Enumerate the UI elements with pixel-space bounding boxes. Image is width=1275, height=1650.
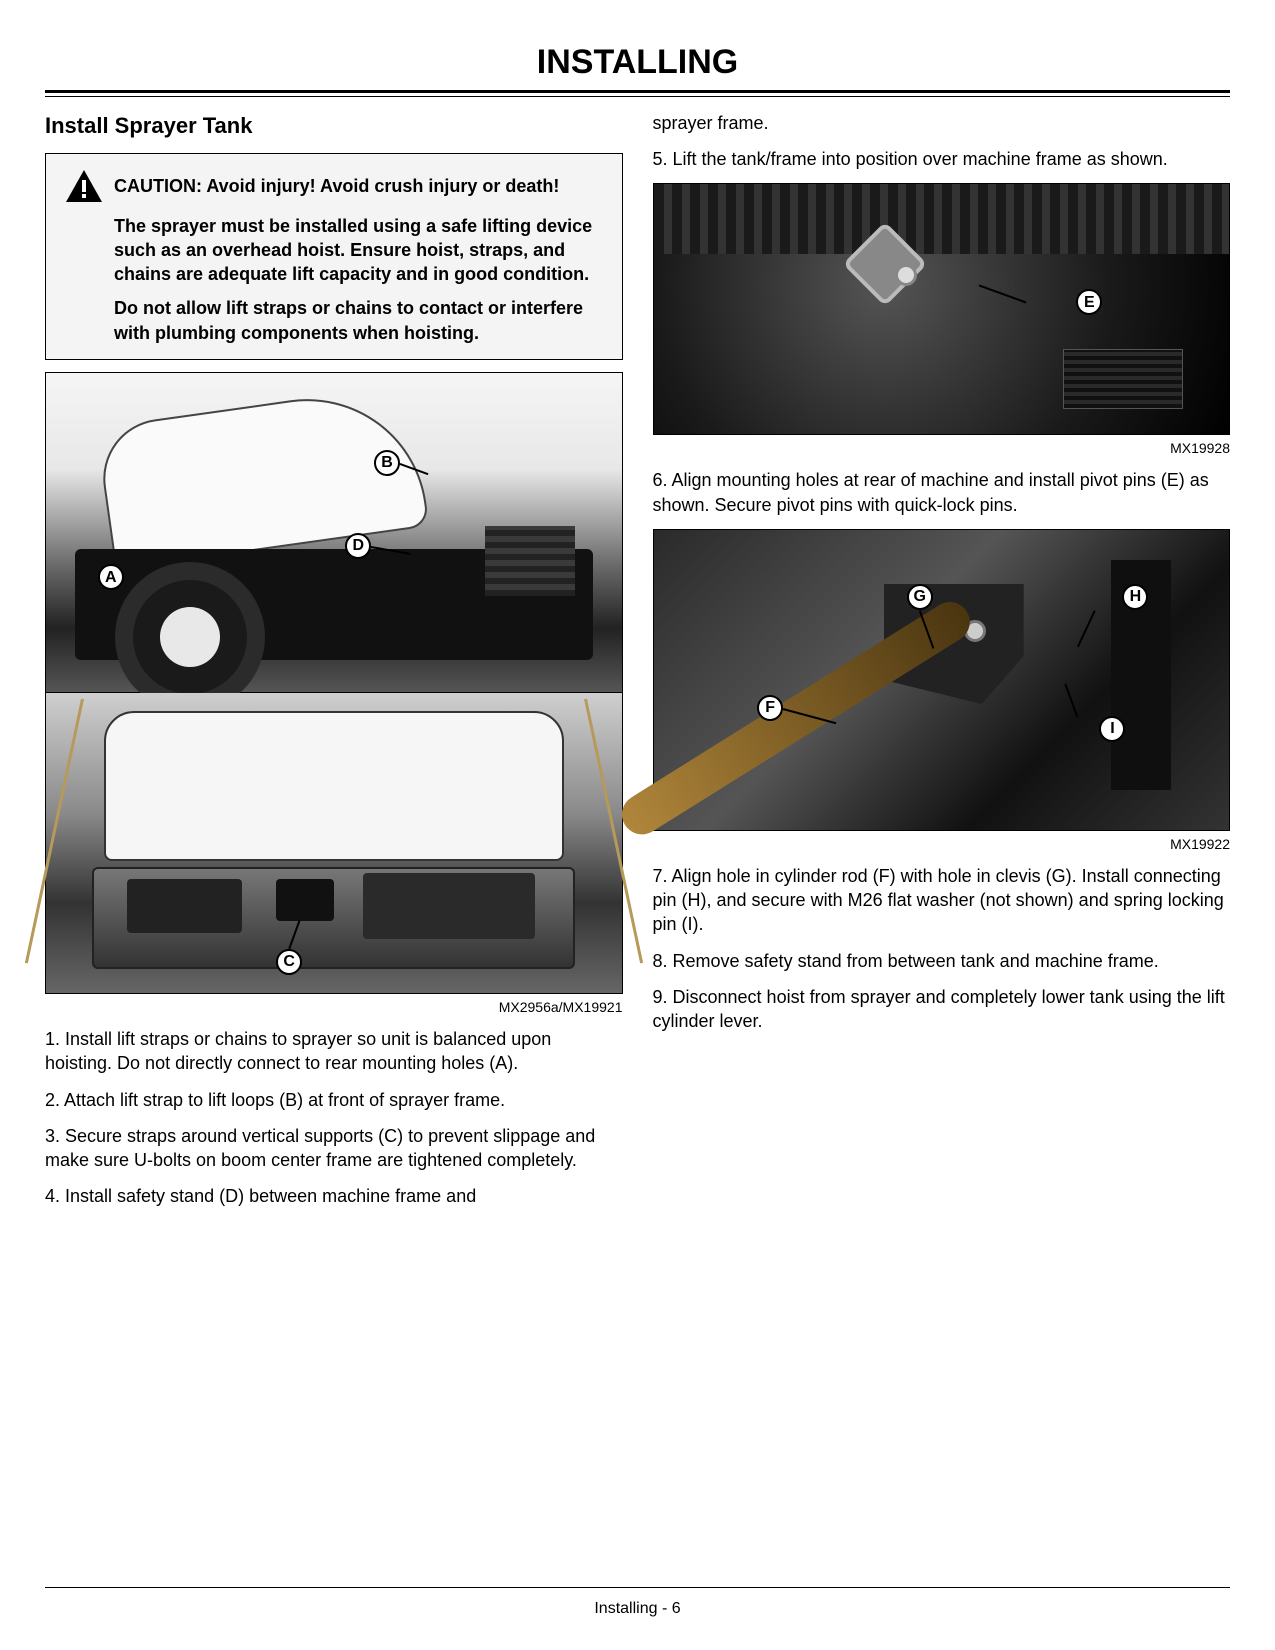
right-column: sprayer frame. 5. Lift the tank/frame in… <box>653 111 1231 1221</box>
two-column-layout: Install Sprayer Tank CAUTION: Avoid inju… <box>45 111 1230 1221</box>
figure-3: F G H I <box>653 529 1231 831</box>
figure-1-caption: MX2956a/MX19921 <box>45 998 623 1017</box>
callout-d: D <box>345 533 371 559</box>
footer-text: Installing - 6 <box>45 1598 1230 1620</box>
figure-2: E <box>653 183 1231 435</box>
step-4: 4. Install safety stand (D) between mach… <box>45 1184 623 1208</box>
step-3: 3. Secure straps around vertical support… <box>45 1124 623 1173</box>
callout-e: E <box>1076 289 1102 315</box>
callout-c: C <box>276 949 302 975</box>
step-4-continued: sprayer frame. <box>653 111 1231 135</box>
step-1: 1. Install lift straps or chains to spra… <box>45 1027 623 1076</box>
step-2: 2. Attach lift strap to lift loops (B) a… <box>45 1088 623 1112</box>
title-rule <box>45 90 1230 97</box>
figure-1: A B D C <box>45 372 623 994</box>
callout-b: B <box>374 450 400 476</box>
page-title: INSTALLING <box>45 40 1230 86</box>
step-5: 5. Lift the tank/frame into position ove… <box>653 147 1231 171</box>
caution-icon <box>64 168 104 204</box>
caution-lead: CAUTION: Avoid injury! Avoid crush injur… <box>114 174 559 198</box>
caution-paragraph: The sprayer must be installed using a sa… <box>114 214 604 287</box>
figure-2-caption: MX19928 <box>653 439 1231 458</box>
step-6: 6. Align mounting holes at rear of machi… <box>653 468 1231 517</box>
left-column: Install Sprayer Tank CAUTION: Avoid inju… <box>45 111 623 1221</box>
footer-rule <box>45 1587 1230 1588</box>
callout-g: G <box>907 584 933 610</box>
page-footer: Installing - 6 <box>45 1587 1230 1620</box>
section-heading: Install Sprayer Tank <box>45 111 623 141</box>
caution-box: CAUTION: Avoid injury! Avoid crush injur… <box>45 153 623 360</box>
step-9: 9. Disconnect hoist from sprayer and com… <box>653 985 1231 1034</box>
step-8: 8. Remove safety stand from between tank… <box>653 949 1231 973</box>
figure-3-caption: MX19922 <box>653 835 1231 854</box>
caution-paragraph: Do not allow lift straps or chains to co… <box>114 296 604 345</box>
callout-f: F <box>757 695 783 721</box>
step-7: 7. Align hole in cylinder rod (F) with h… <box>653 864 1231 937</box>
